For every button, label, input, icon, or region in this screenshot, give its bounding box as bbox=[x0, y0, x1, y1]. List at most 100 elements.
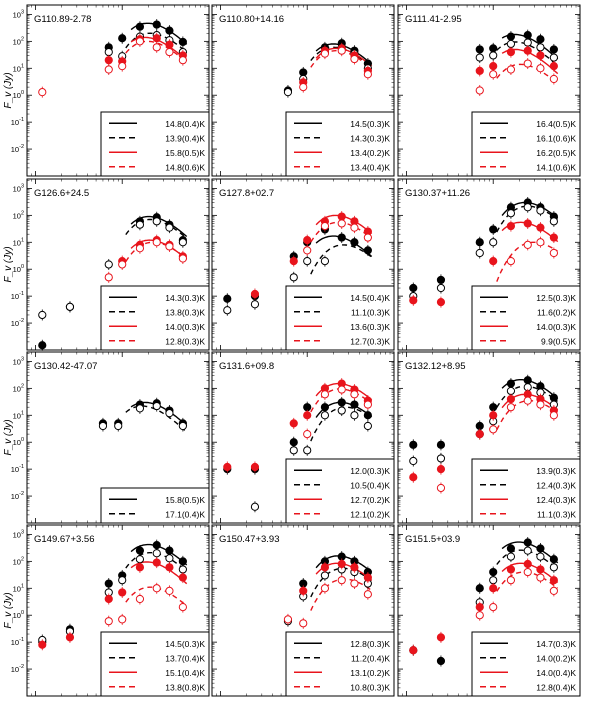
data-point bbox=[38, 310, 47, 320]
data-point bbox=[350, 223, 359, 232]
y-tick-label: 10-1 bbox=[11, 291, 24, 301]
data-point bbox=[165, 47, 174, 57]
data-point bbox=[489, 584, 498, 593]
panel-g151.5+03.9: 101102103λ (μm)G151.5+03.914.7(0.3)K14.0… bbox=[397, 524, 581, 697]
data-point bbox=[506, 39, 516, 49]
data-point bbox=[178, 557, 187, 566]
panel-g132.12+8.95: G132.12+8.95 13.9(0.3)K 12.4(0.3)K 12.4(0.3… bbox=[397, 351, 581, 524]
data-point bbox=[38, 88, 47, 97]
data-point bbox=[475, 53, 484, 62]
data-point bbox=[536, 573, 545, 582]
data-point bbox=[436, 656, 446, 666]
data-point bbox=[536, 223, 545, 232]
fit-curve-b bbox=[310, 567, 372, 598]
data-point bbox=[436, 633, 446, 642]
data-point bbox=[320, 571, 330, 580]
legend-label: 13.8(0.8)K bbox=[165, 682, 205, 692]
data-point bbox=[350, 238, 359, 247]
legend-label: 9.9(0.5)K bbox=[541, 336, 576, 346]
y-axis-label: F_v (Jy) bbox=[3, 72, 14, 108]
data-point bbox=[409, 646, 418, 655]
data-point bbox=[165, 223, 174, 232]
data-point bbox=[289, 419, 298, 428]
data-point bbox=[475, 66, 484, 75]
y-tick-exponent: -1 bbox=[19, 637, 24, 643]
y-tick-exponent: 2 bbox=[21, 36, 24, 42]
y-tick-label: 102 bbox=[13, 383, 24, 393]
fit-curve-d bbox=[496, 63, 558, 85]
data-point bbox=[118, 34, 127, 43]
y-tick-label: 100 bbox=[13, 437, 24, 447]
data-point bbox=[536, 206, 545, 215]
data-point bbox=[250, 502, 260, 511]
data-point bbox=[104, 273, 113, 282]
legend-label: 10.8(0.3)K bbox=[350, 682, 390, 692]
data-point bbox=[104, 594, 113, 604]
data-point bbox=[506, 565, 516, 574]
fit-curve-b bbox=[310, 244, 372, 275]
data-point bbox=[289, 438, 298, 447]
data-point bbox=[409, 473, 418, 482]
legend-label: 14.3(0.3)K bbox=[350, 133, 390, 143]
data-point bbox=[135, 563, 145, 572]
data-point bbox=[250, 289, 260, 299]
data-point bbox=[536, 43, 545, 52]
data-point bbox=[549, 233, 558, 242]
data-point bbox=[489, 51, 498, 60]
data-point bbox=[363, 233, 372, 242]
data-point bbox=[152, 238, 161, 247]
y-tick-exponent: 2 bbox=[21, 556, 24, 562]
data-point bbox=[303, 236, 312, 245]
panel-title: G131.6+09.8 bbox=[219, 361, 274, 372]
data-point bbox=[320, 563, 330, 572]
y-tick-label: 101 bbox=[13, 63, 24, 73]
data-point bbox=[475, 45, 484, 54]
data-point bbox=[506, 576, 516, 585]
data-point bbox=[337, 576, 346, 585]
legend-label: 13.9(0.3)K bbox=[536, 466, 576, 476]
data-point bbox=[523, 567, 532, 577]
legend-label: 14.3(0.3)K bbox=[165, 293, 205, 303]
panel-title: G111.41-2.95 bbox=[405, 14, 462, 25]
data-point bbox=[165, 409, 174, 418]
data-point bbox=[299, 619, 308, 628]
data-point bbox=[489, 603, 498, 612]
data-point bbox=[489, 70, 498, 79]
y-tick-label: 103 bbox=[13, 183, 24, 193]
data-point bbox=[337, 385, 346, 394]
data-point bbox=[320, 49, 330, 58]
data-point bbox=[475, 430, 484, 439]
data-point bbox=[303, 411, 312, 420]
data-point bbox=[337, 398, 346, 407]
data-point bbox=[303, 430, 312, 439]
data-point bbox=[409, 283, 418, 293]
data-point bbox=[489, 257, 498, 266]
data-point bbox=[549, 248, 558, 258]
data-point bbox=[320, 403, 330, 412]
legend-label: 14.5(0.3)K bbox=[165, 639, 205, 649]
y-tick-exponent: 1 bbox=[21, 583, 24, 589]
panel-g126.6+24.5: 10310210110010-110-2G126.6+24.514.3(0.3)… bbox=[11, 178, 210, 351]
legend-label: 12.0(0.3)K bbox=[350, 466, 390, 476]
data-point bbox=[506, 552, 516, 561]
data-point bbox=[65, 633, 75, 642]
panel-g150.47+3.93: 101102103λ (μm)G150.47+3.9312.8(0.3)K11.… bbox=[211, 524, 395, 697]
data-point bbox=[135, 37, 145, 46]
data-point bbox=[363, 400, 372, 409]
data-point bbox=[436, 454, 446, 463]
data-point bbox=[475, 238, 484, 247]
data-point bbox=[135, 555, 145, 564]
data-point bbox=[363, 246, 372, 255]
data-point bbox=[104, 65, 113, 74]
data-point bbox=[118, 62, 127, 71]
panel-title: G151.5+03.9 bbox=[405, 534, 460, 545]
legend-label: 13.9(0.4)K bbox=[165, 133, 205, 143]
data-point bbox=[506, 65, 516, 74]
data-point bbox=[178, 573, 187, 582]
data-point bbox=[38, 640, 47, 649]
legend-label: 15.1(0.4)K bbox=[165, 668, 205, 678]
data-point bbox=[523, 219, 532, 228]
legend-label: 13.1(0.2)K bbox=[350, 668, 390, 678]
data-point bbox=[489, 576, 498, 585]
